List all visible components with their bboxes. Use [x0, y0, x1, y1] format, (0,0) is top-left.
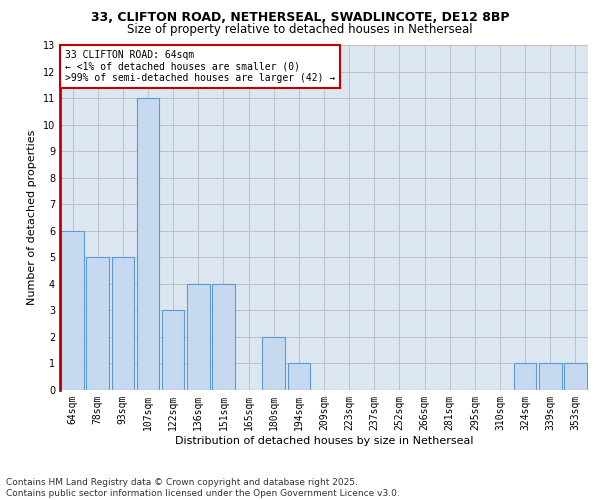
- Bar: [564, 364, 587, 390]
- Bar: [262, 337, 285, 390]
- Bar: [86, 258, 109, 390]
- Text: 33, CLIFTON ROAD, NETHERSEAL, SWADLINCOTE, DE12 8BP: 33, CLIFTON ROAD, NETHERSEAL, SWADLINCOT…: [91, 11, 509, 24]
- Bar: [61, 231, 84, 390]
- Bar: [212, 284, 235, 390]
- Bar: [112, 258, 134, 390]
- Bar: [514, 364, 536, 390]
- Bar: [137, 98, 160, 390]
- Bar: [162, 310, 184, 390]
- Text: 33 CLIFTON ROAD: 64sqm
← <1% of detached houses are smaller (0)
>99% of semi-det: 33 CLIFTON ROAD: 64sqm ← <1% of detached…: [65, 50, 335, 84]
- Bar: [287, 364, 310, 390]
- Y-axis label: Number of detached properties: Number of detached properties: [27, 130, 37, 305]
- Text: Contains HM Land Registry data © Crown copyright and database right 2025.
Contai: Contains HM Land Registry data © Crown c…: [6, 478, 400, 498]
- X-axis label: Distribution of detached houses by size in Netherseal: Distribution of detached houses by size …: [175, 436, 473, 446]
- Text: Size of property relative to detached houses in Netherseal: Size of property relative to detached ho…: [127, 22, 473, 36]
- Bar: [187, 284, 209, 390]
- Bar: [539, 364, 562, 390]
